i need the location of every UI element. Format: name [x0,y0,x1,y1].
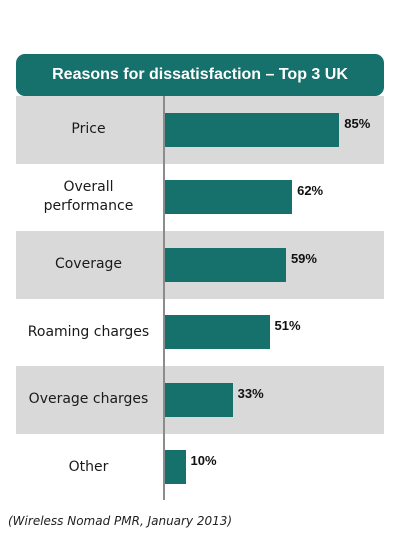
bar [165,315,270,350]
bar [165,382,233,417]
data-label: 51% [274,318,301,334]
bar [165,450,186,485]
category-label: Other [68,458,109,475]
bar [165,112,340,147]
category-label: Roaming charges [27,323,150,340]
category-label: Overall performance [43,179,134,215]
category-label: Price [71,121,106,138]
data-label: 59% [290,250,317,266]
category-axis-line [163,96,165,500]
source-note: (Wireless Nomad PMR, January 2013) [8,514,233,528]
data-label: 62% [297,183,324,199]
bar [165,180,293,215]
data-label: 33% [237,385,264,401]
data-label: 85% [344,115,371,131]
category-label: Overage charges [28,391,149,408]
bar [165,247,286,282]
data-label: 10% [190,453,217,469]
category-label: Coverage [54,256,123,273]
chart-title: Reasons for dissatisfaction – Top 3 UK [16,54,384,96]
